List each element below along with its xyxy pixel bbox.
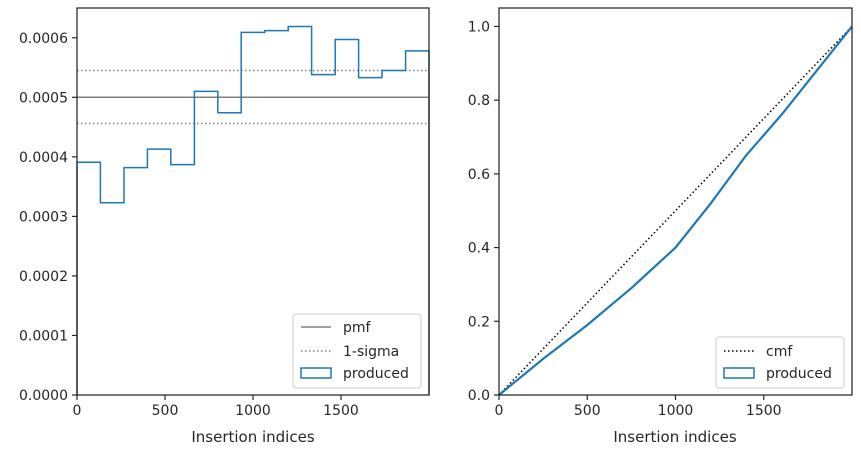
cumulative-panel: 0.0 0.2 0.4 0.6 0.8 1.0 0 500 1000 1500 Insertio… — [468, 7, 853, 446]
legend: pmf 1-sigma produced — [292, 313, 422, 389]
x-axis-label: Insertion indices — [613, 428, 736, 446]
x-tick-label: 500 — [152, 403, 179, 419]
y-tick-label: 0.0006 — [19, 31, 68, 47]
y-tick-label: 0.0002 — [19, 269, 68, 285]
y-tick-label: 0.6 — [468, 167, 490, 183]
y-tick-label: 0.2 — [468, 314, 490, 330]
legend-produced-swatch — [300, 367, 332, 379]
x-axis-label: Insertion indices — [191, 428, 314, 446]
y-tick-label: 0.0003 — [19, 209, 68, 225]
legend-frame — [715, 336, 845, 389]
y-axis-ticks: 0.0 0.2 0.4 0.6 0.8 1.0 — [468, 19, 499, 404]
reference-lines — [77, 69, 429, 125]
y-tick-label: 0.0 — [468, 388, 490, 404]
produced-cumulative-line — [498, 25, 853, 396]
y-tick-label: 0.0001 — [19, 328, 68, 344]
y-tick-label: 1.0 — [468, 19, 490, 35]
x-tick-label: 1000 — [235, 403, 271, 419]
y-tick-label: 0.4 — [468, 241, 490, 257]
histogram-panel: 0.0000 0.0001 0.0002 0.0003 0.0004 0.0005 0.00… — [19, 7, 430, 446]
x-tick-label: 0 — [495, 403, 504, 419]
x-tick-label: 0 — [73, 403, 82, 419]
x-tick-label: 500 — [574, 403, 601, 419]
legend-frame — [292, 313, 422, 389]
x-axis-ticks: 0 500 1000 1500 — [73, 395, 359, 419]
legend-cmf-label: cmf — [766, 344, 793, 360]
x-axis-ticks: 0 500 1000 1500 — [495, 395, 782, 419]
y-tick-label: 0.0005 — [19, 90, 68, 106]
legend-produced-label: produced — [343, 366, 409, 382]
y-tick-label: 0.0000 — [19, 388, 68, 404]
legend-produced-label: produced — [766, 366, 832, 382]
legend-produced-swatch — [723, 367, 755, 379]
histogram-step-produced — [76, 25, 430, 395]
plot-area — [499, 8, 852, 395]
y-axis-ticks: 0.0000 0.0001 0.0002 0.0003 0.0004 0.0005 0.00… — [19, 31, 77, 404]
legend: cmf produced — [715, 336, 845, 389]
x-tick-label: 1500 — [323, 403, 359, 419]
x-tick-label: 1000 — [658, 403, 694, 419]
y-tick-label: 0.8 — [468, 93, 490, 109]
legend-pmf-label: pmf — [343, 320, 372, 336]
cmf-line — [498, 25, 853, 396]
y-tick-label: 0.0004 — [19, 150, 68, 166]
legend-1-sigma-label: 1-sigma — [343, 344, 399, 360]
x-tick-label: 1500 — [746, 403, 782, 419]
